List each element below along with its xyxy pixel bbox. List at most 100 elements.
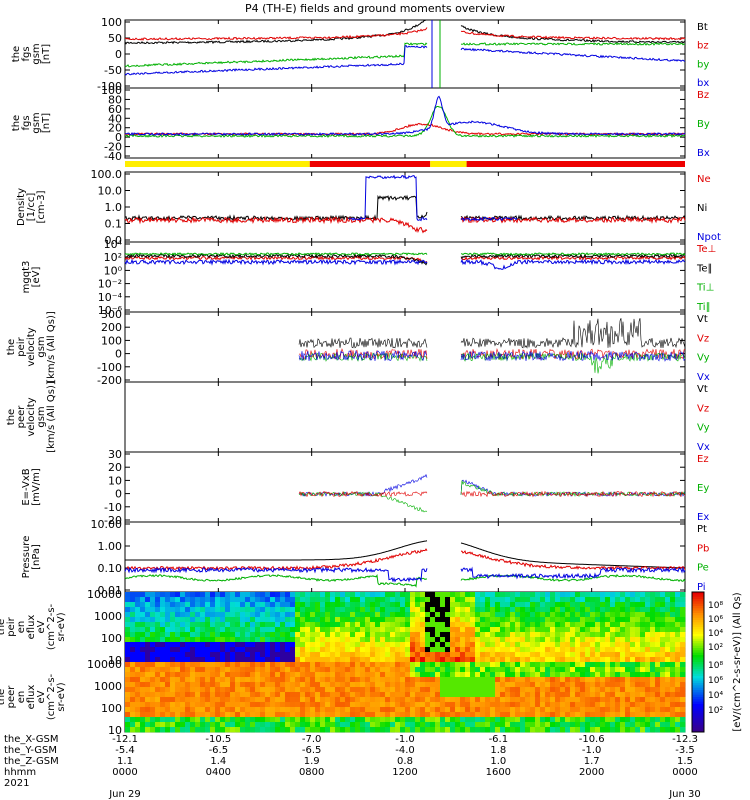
spectrogram-cell [455, 667, 461, 673]
spectrogram-cell [555, 632, 561, 638]
spectrogram-cell [625, 647, 631, 653]
spectrogram-cell [210, 657, 216, 663]
spectrogram-cell [490, 707, 496, 713]
spectrogram-cell [290, 657, 296, 663]
spectrogram-cell [665, 612, 671, 618]
spectrogram-cell [525, 707, 531, 713]
colorbar-tick: 10⁴ [708, 691, 723, 701]
spectrogram-cell [590, 692, 596, 698]
y-tick-label: 0 [115, 488, 122, 501]
spectrogram-cell [235, 682, 241, 688]
spectrogram-cell [310, 602, 316, 608]
spectrogram-cell [155, 727, 161, 733]
spectrogram-cell [620, 622, 626, 628]
spectrogram-cell [470, 717, 476, 723]
spectrogram-cell [490, 702, 496, 708]
spectrogram-cell [165, 642, 171, 648]
spectrogram-cell [615, 592, 621, 598]
spectrogram-cell [275, 717, 281, 723]
spectrogram-cell [350, 597, 356, 603]
spectrogram-cell [285, 702, 291, 708]
spectrogram-cell [500, 592, 506, 598]
spectrogram-cell [220, 652, 226, 658]
spectrogram-cell [470, 712, 476, 718]
spectrogram-cell [195, 692, 201, 698]
y-tick-label: 1000 [94, 610, 122, 623]
spectrogram-cell [365, 662, 371, 668]
spectrogram-cell [545, 607, 551, 613]
spectrogram-cell [335, 712, 341, 718]
spectrogram-cell [235, 647, 241, 653]
colorbar-cell [692, 592, 704, 595]
spectrogram-cell [680, 687, 686, 693]
spectrogram-cell [130, 627, 136, 633]
spectrogram-cell [135, 622, 141, 628]
spectrogram-cell [235, 612, 241, 618]
spectrogram-cell [320, 662, 326, 668]
spectrogram-cell [155, 602, 161, 608]
spectrogram-cell [435, 632, 441, 638]
spectrogram-cell [330, 692, 336, 698]
spectrogram-cell [645, 622, 651, 628]
spectrogram-cell [210, 672, 216, 678]
spectrogram-cell [585, 602, 591, 608]
spectrogram-cell [365, 637, 371, 643]
spectrogram-cell [450, 632, 456, 638]
spectrogram-cell [330, 727, 336, 733]
spectrogram-cell [280, 592, 286, 598]
spectrogram-cell [265, 682, 271, 688]
spectrogram-cell [340, 727, 346, 733]
spectrogram-cell [245, 692, 251, 698]
spectrogram-cell [600, 612, 606, 618]
spectrogram-cell [395, 652, 401, 658]
legend-npot: Npot [697, 232, 721, 243]
spectrogram-cell [355, 622, 361, 628]
spectrogram-cell [675, 712, 681, 718]
spectrogram-cell [680, 672, 686, 678]
spectrogram-cell [355, 707, 361, 713]
spectrogram-cell [240, 597, 246, 603]
spectrogram-cell [265, 652, 271, 658]
spectrogram-cell [460, 627, 466, 633]
spectrogram-cell [235, 622, 241, 628]
spectrogram-cell [130, 632, 136, 638]
spectrogram-cell [350, 647, 356, 653]
spectrogram-cell [185, 702, 191, 708]
spectrogram-cell [215, 712, 221, 718]
spectrogram-cell [625, 722, 631, 728]
spectrogram-cell [555, 612, 561, 618]
spectrogram-cell [310, 627, 316, 633]
spectrogram-cell [410, 637, 416, 643]
spectrogram-cell [150, 622, 156, 628]
spectrogram-cell [260, 617, 266, 623]
spectrogram-cell [310, 687, 316, 693]
spectrogram-cell [335, 612, 341, 618]
spectrogram-cell [515, 617, 521, 623]
spectrogram-cell [620, 662, 626, 668]
spectrogram-cell [285, 642, 291, 648]
y-axis-label-line: fgs [21, 46, 32, 61]
spectrogram-cell [335, 597, 341, 603]
spectrogram-cell [540, 712, 546, 718]
spectrogram-cell [375, 687, 381, 693]
spectrogram-cell [140, 657, 146, 663]
spectrogram-cell [285, 672, 291, 678]
spectrogram-cell [180, 727, 186, 733]
spectrogram-cell [240, 652, 246, 658]
spectrogram-cell [370, 607, 376, 613]
spectrogram-cell [305, 647, 311, 653]
spectrogram-cell [390, 627, 396, 633]
spectrogram-cell [670, 642, 676, 648]
spectrogram-cell [205, 672, 211, 678]
spectrogram-cell [300, 627, 306, 633]
spectrogram-cell [350, 717, 356, 723]
spectrogram-cell [590, 637, 596, 643]
colorbar-cell [692, 645, 704, 649]
spectrogram-cell [670, 727, 676, 733]
spectrogram-cell [480, 637, 486, 643]
spectrogram-cell [125, 612, 131, 618]
spectrogram-cell [410, 647, 416, 653]
spectrogram-cell [350, 617, 356, 623]
spectrogram-cell [265, 687, 271, 693]
spectrogram-cell [310, 702, 316, 708]
